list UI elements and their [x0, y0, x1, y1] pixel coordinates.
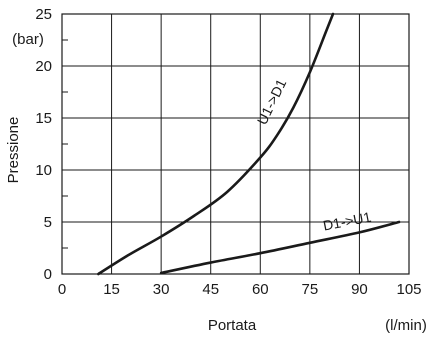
- x-axis-title: Portata: [208, 317, 257, 334]
- y-tick-label: 5: [44, 214, 52, 231]
- y-tick-label: 10: [35, 162, 52, 179]
- x-tick-label: 105: [396, 281, 421, 298]
- x-axis-unit: (l/min): [385, 317, 427, 334]
- y-tick-label: 20: [35, 58, 52, 75]
- curve-label-u1-d1: U1->D1: [254, 76, 290, 127]
- series: [97, 12, 401, 276]
- grid: [61, 13, 410, 275]
- y-axis-ticks: 0 5 10 15 20 25: [35, 6, 52, 283]
- y-axis-unit: (bar): [12, 31, 44, 48]
- series-line-d1-u1: [159, 220, 401, 275]
- x-tick-label: 30: [153, 281, 170, 298]
- x-tick-label: 90: [351, 281, 368, 298]
- x-tick-label: 0: [58, 281, 66, 298]
- x-tick-label: 60: [252, 281, 269, 298]
- x-tick-label: 15: [103, 281, 120, 298]
- y-tick-label: 15: [35, 110, 52, 127]
- plot-area-frame: [61, 13, 410, 275]
- y-tick-label: 25: [35, 6, 52, 23]
- y-axis-title: Pressione: [5, 117, 22, 184]
- y-tick-label: 0: [44, 266, 52, 283]
- x-tick-label: 45: [202, 281, 219, 298]
- x-tick-label: 75: [302, 281, 319, 298]
- series-line-u1-d1: [97, 12, 335, 276]
- x-axis-ticks: 0 15 30 45 60 75 90 105: [58, 281, 422, 298]
